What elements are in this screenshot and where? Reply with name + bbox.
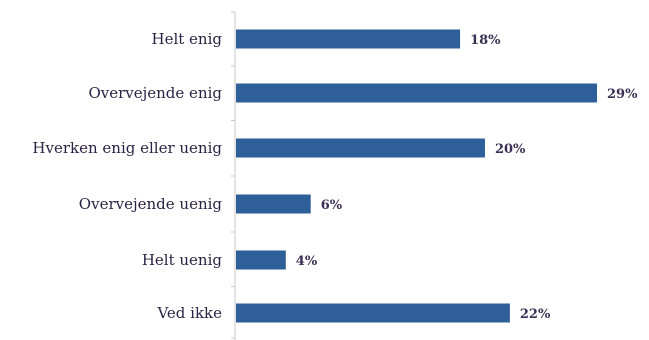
value-label: 4% xyxy=(296,254,318,269)
value-label: 18% xyxy=(470,33,501,48)
bar xyxy=(236,194,311,214)
category-label: Ved ikke xyxy=(156,304,222,322)
value-label: 20% xyxy=(495,142,526,157)
value-labels: 18% 29% 20% 6% 4% 22% xyxy=(296,33,638,322)
bar xyxy=(236,83,597,103)
bars xyxy=(236,29,597,323)
bar xyxy=(236,250,286,270)
value-label: 22% xyxy=(520,307,551,322)
category-label: Overvejende uenig xyxy=(79,195,223,213)
category-label: Helt enig xyxy=(152,30,223,48)
value-label: 6% xyxy=(321,198,343,213)
category-labels: Helt enig Overvejende enig Hverken enig el… xyxy=(32,30,222,322)
bar xyxy=(236,303,510,323)
axis-ticks xyxy=(231,11,235,339)
bar xyxy=(236,138,485,158)
category-label: Hverken enig eller uenig xyxy=(32,139,222,157)
bar xyxy=(236,29,461,49)
category-label: Helt uenig xyxy=(142,251,223,269)
category-label: Overvejende enig xyxy=(88,84,222,102)
value-label: 29% xyxy=(607,87,638,102)
